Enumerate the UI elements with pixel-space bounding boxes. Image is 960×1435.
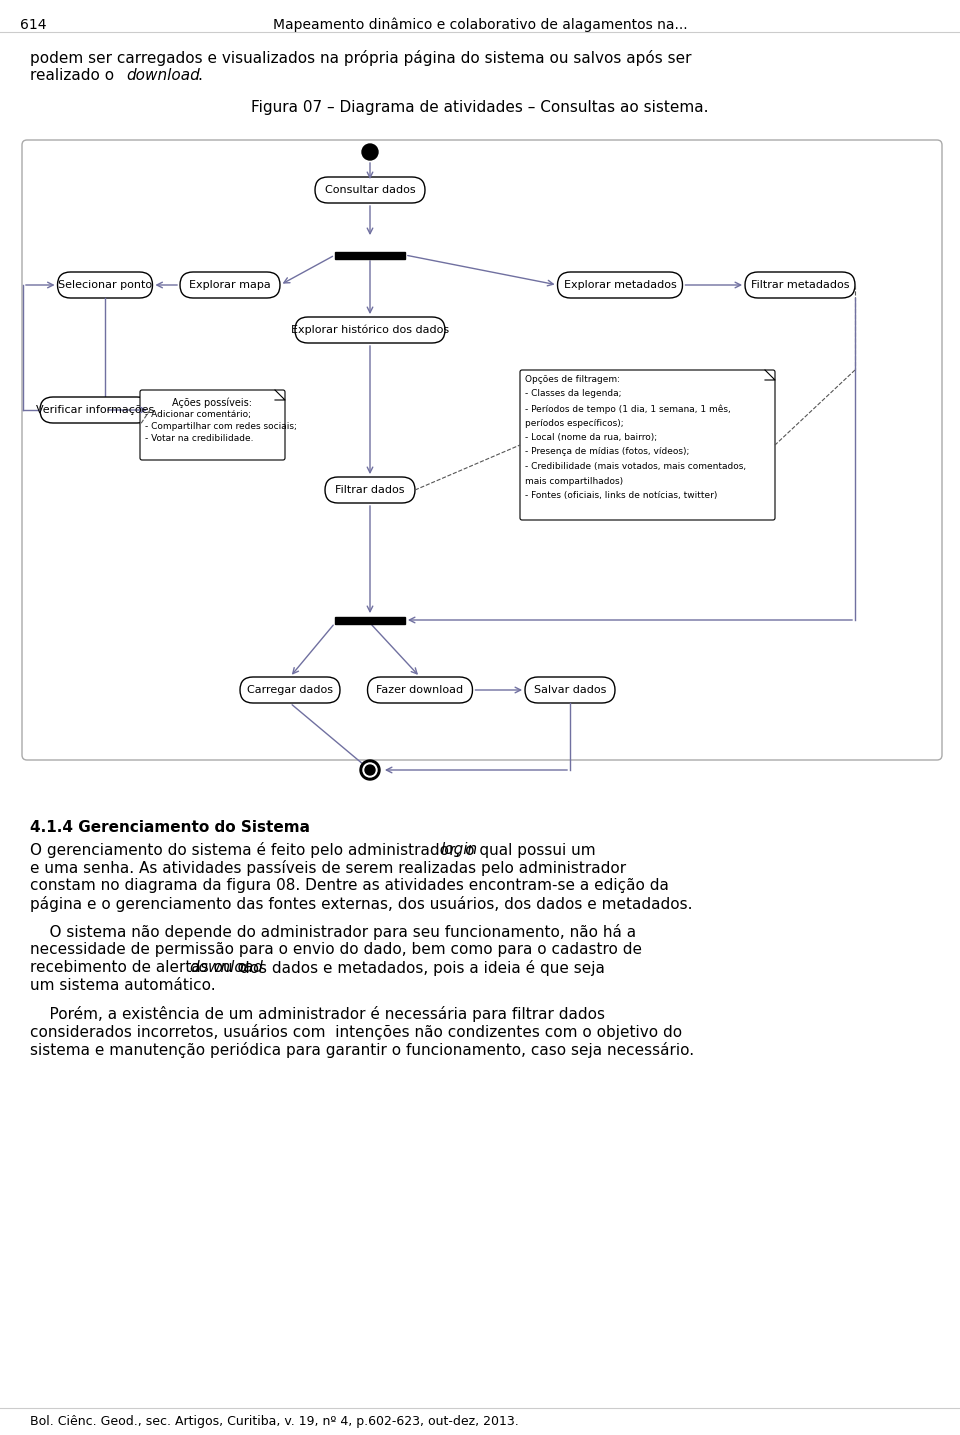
- Text: - Fontes (oficiais, links de notícias, twitter): - Fontes (oficiais, links de notícias, t…: [525, 491, 717, 499]
- Text: Explorar mapa: Explorar mapa: [189, 280, 271, 290]
- FancyBboxPatch shape: [745, 273, 855, 298]
- FancyBboxPatch shape: [180, 273, 280, 298]
- FancyBboxPatch shape: [140, 390, 285, 461]
- Text: e uma senha. As atividades passíveis de serem realizadas pelo administrador: e uma senha. As atividades passíveis de …: [30, 860, 626, 875]
- FancyBboxPatch shape: [58, 273, 153, 298]
- Text: podem ser carregados e visualizados na própria página do sistema ou salvos após : podem ser carregados e visualizados na p…: [30, 50, 691, 66]
- Text: Porém, a existência de um administrador é necessária para filtrar dados: Porém, a existência de um administrador …: [30, 1006, 605, 1022]
- FancyBboxPatch shape: [325, 476, 415, 504]
- Text: O gerenciamento do sistema é feito pelo administrador, o qual possui um: O gerenciamento do sistema é feito pelo …: [30, 842, 601, 858]
- Text: Ações possíveis:: Ações possíveis:: [173, 397, 252, 409]
- Text: 614: 614: [20, 19, 46, 32]
- Text: - Presença de mídias (fotos, vídeos);: - Presença de mídias (fotos, vídeos);: [525, 448, 689, 456]
- FancyBboxPatch shape: [295, 317, 445, 343]
- Text: página e o gerenciamento das fontes externas, dos usuários, dos dados e metadado: página e o gerenciamento das fontes exte…: [30, 895, 692, 913]
- FancyBboxPatch shape: [22, 141, 942, 761]
- Text: Mapeamento dinâmico e colaborativo de alagamentos na...: Mapeamento dinâmico e colaborativo de al…: [273, 19, 687, 33]
- Circle shape: [362, 144, 378, 159]
- Text: períodos específicos);: períodos específicos);: [525, 419, 624, 428]
- Text: Filtrar dados: Filtrar dados: [335, 485, 405, 495]
- Text: - Local (nome da rua, bairro);: - Local (nome da rua, bairro);: [525, 433, 658, 442]
- Text: considerados incorretos, usuários com  intenções não condizentes com o objetivo : considerados incorretos, usuários com in…: [30, 1025, 683, 1040]
- Text: Consultar dados: Consultar dados: [324, 185, 416, 195]
- Text: - Credibilidade (mais votados, mais comentados,: - Credibilidade (mais votados, mais come…: [525, 462, 746, 471]
- Bar: [335, 617, 405, 623]
- Text: Opções de filtragem:: Opções de filtragem:: [525, 375, 620, 385]
- Circle shape: [365, 765, 375, 775]
- Bar: [335, 251, 405, 258]
- Text: Bol. Ciênc. Geod., sec. Artigos, Curitiba, v. 19, nº 4, p.602-623, out-dez, 2013: Bol. Ciênc. Geod., sec. Artigos, Curitib…: [30, 1415, 518, 1428]
- Text: login: login: [441, 842, 477, 857]
- Text: Verificar informações: Verificar informações: [36, 405, 155, 415]
- Circle shape: [363, 763, 377, 776]
- Text: download: download: [126, 67, 200, 83]
- Text: um sistema automático.: um sistema automático.: [30, 979, 216, 993]
- FancyBboxPatch shape: [525, 677, 615, 703]
- Circle shape: [360, 761, 380, 781]
- Text: realizado o: realizado o: [30, 67, 119, 83]
- Text: O sistema não depende do administrador para seu funcionamento, não há a: O sistema não depende do administrador p…: [30, 924, 636, 940]
- Text: - Adicionar comentário;: - Adicionar comentário;: [145, 410, 251, 419]
- FancyBboxPatch shape: [315, 177, 425, 202]
- Text: - Votar na credibilidade.: - Votar na credibilidade.: [145, 433, 253, 443]
- Text: - Classes da legenda;: - Classes da legenda;: [525, 389, 621, 399]
- FancyBboxPatch shape: [40, 397, 150, 423]
- Text: Salvar dados: Salvar dados: [534, 684, 606, 695]
- Text: sistema e manutenção periódica para garantir o funcionamento, caso seja necessár: sistema e manutenção periódica para gara…: [30, 1042, 694, 1058]
- Text: Figura 07 – Diagrama de atividades – Consultas ao sistema.: Figura 07 – Diagrama de atividades – Con…: [252, 100, 708, 115]
- Text: Selecionar ponto: Selecionar ponto: [58, 280, 152, 290]
- FancyBboxPatch shape: [520, 370, 775, 519]
- Text: recebimento de alertas ou o: recebimento de alertas ou o: [30, 960, 252, 974]
- Text: - Compartilhar com redes sociais;: - Compartilhar com redes sociais;: [145, 422, 297, 430]
- Text: - Períodos de tempo (1 dia, 1 semana, 1 mês,: - Períodos de tempo (1 dia, 1 semana, 1 …: [525, 405, 731, 413]
- Text: 4.1.4 Gerenciamento do Sistema: 4.1.4 Gerenciamento do Sistema: [30, 819, 310, 835]
- Text: Explorar metadados: Explorar metadados: [564, 280, 677, 290]
- Text: Carregar dados: Carregar dados: [247, 684, 333, 695]
- Text: mais compartilhados): mais compartilhados): [525, 476, 623, 485]
- Text: Explorar histórico dos dados: Explorar histórico dos dados: [291, 324, 449, 336]
- Text: .: .: [197, 67, 202, 83]
- Text: Filtrar metadados: Filtrar metadados: [751, 280, 850, 290]
- Text: download: download: [189, 960, 263, 974]
- Text: constam no diagrama da figura 08. Dentre as atividades encontram-se a edição da: constam no diagrama da figura 08. Dentre…: [30, 878, 669, 893]
- FancyBboxPatch shape: [240, 677, 340, 703]
- Text: necessidade de permissão para o envio do dado, bem como para o cadastro de: necessidade de permissão para o envio do…: [30, 941, 642, 957]
- Text: dos dados e metadados, pois a ideia é que seja: dos dados e metadados, pois a ideia é qu…: [235, 960, 605, 976]
- Text: Fazer download: Fazer download: [376, 684, 464, 695]
- FancyBboxPatch shape: [558, 273, 683, 298]
- FancyBboxPatch shape: [368, 677, 472, 703]
